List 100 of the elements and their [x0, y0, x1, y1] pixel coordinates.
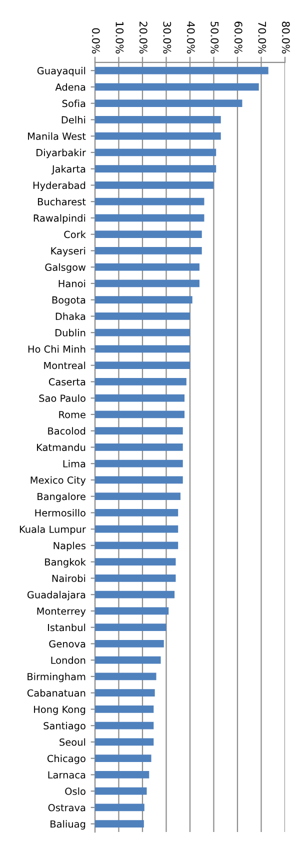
y-tick-label: Baliuag [50, 820, 86, 830]
x-tick-label: 0.0% [92, 28, 100, 54]
bar [94, 542, 178, 550]
bar [94, 100, 242, 108]
x-tick-label: 80.0% [282, 22, 290, 54]
y-tick-label: Bogota [52, 296, 86, 306]
bar [94, 689, 155, 697]
bar [94, 492, 180, 500]
x-tick-label: 30.0% [163, 22, 172, 54]
bar [94, 328, 190, 336]
y-tick-label: Cabanatuan [27, 689, 86, 697]
bar [94, 787, 147, 795]
bar [94, 738, 154, 746]
y-tick-label: Dublin [56, 328, 86, 336]
bar [94, 820, 144, 828]
x-tick-label: 50.0% [210, 22, 219, 54]
bar [94, 771, 150, 778]
bar [94, 280, 200, 288]
y-tick-label: Seoul [60, 738, 86, 746]
bar [94, 214, 204, 222]
y-tick-label: Monterrey [37, 608, 86, 617]
bar [94, 378, 186, 386]
bar [94, 247, 202, 254]
bar [94, 165, 216, 173]
bar [94, 754, 152, 762]
y-tick-label: Hermosillo [35, 509, 86, 517]
bar [94, 525, 178, 533]
bar [94, 509, 178, 516]
bar [94, 607, 169, 615]
y-tick-label: Kuala Lumpur [20, 525, 86, 535]
x-tick-label: 60.0% [234, 22, 242, 54]
y-tick-label: Sofia [62, 100, 86, 108]
y-tick-label: Birmingham [28, 672, 86, 682]
y-tick-label: Jakarta [51, 165, 86, 174]
y-tick-label: Genova [49, 640, 86, 648]
y-tick-label: Lima [63, 460, 86, 468]
bar [94, 722, 154, 730]
bar [94, 312, 190, 320]
y-tick-label: Chicago [47, 754, 86, 764]
y-tick-label: Manila West [28, 132, 86, 140]
x-tick-label: 40.0% [186, 21, 195, 54]
bar [94, 444, 183, 451]
bar [94, 263, 200, 271]
y-tick-label: Ho Chi Minh [28, 345, 86, 353]
bar [94, 672, 156, 680]
bar [94, 296, 192, 304]
bar [94, 230, 202, 238]
y-tick-label: Bangkok [45, 558, 86, 568]
bar [94, 804, 144, 812]
y-tick-label: Guayaquil [37, 66, 86, 76]
y-tick-label: Sao Paulo [39, 394, 86, 402]
bar [94, 460, 183, 468]
x-tick-label: 20.0% [139, 22, 148, 54]
bar [94, 345, 190, 353]
y-tick-label: Caserta [48, 378, 86, 386]
y-tick-label: Hong Kong [34, 706, 86, 715]
bar [94, 558, 176, 566]
y-tick-label: Cork [64, 230, 86, 238]
y-tick-label: Mexico City [30, 476, 86, 486]
y-tick-label: Santiago [44, 722, 86, 732]
bar [94, 590, 175, 598]
bar [94, 66, 268, 74]
bar [94, 198, 204, 206]
y-tick-label: Rawalpindi [34, 214, 86, 224]
y-tick-label: Bucharest [38, 198, 86, 206]
y-tick-label: Larnaca [48, 771, 86, 779]
y-tick-label: Nairobi [52, 574, 86, 582]
y-tick-label: Adena [55, 83, 86, 91]
bar [94, 132, 221, 140]
bar [94, 182, 214, 189]
y-tick-label: Rome [59, 411, 86, 418]
bar [94, 624, 166, 632]
y-tick-label: Bacolod [48, 427, 86, 435]
y-tick-label: Galsgow [45, 263, 86, 273]
y-tick-label: Naples [54, 542, 86, 552]
y-tick-label: Delhi [62, 116, 86, 124]
bar [94, 83, 259, 91]
y-tick-label: Bangalore [38, 492, 86, 502]
bar [94, 394, 185, 402]
bar [94, 427, 183, 435]
y-tick-label: Ostrava [48, 804, 86, 812]
x-tick-label: 10.0% [116, 22, 124, 54]
bar [94, 362, 190, 370]
bar [94, 640, 164, 648]
x-tick-label: 70.0% [258, 22, 266, 54]
bar [94, 706, 154, 713]
bar [94, 574, 176, 582]
y-tick-label: Dhaka [56, 312, 86, 320]
bar [94, 116, 221, 124]
y-tick-label: London [51, 656, 86, 664]
y-tick-label: Diyarbakir [36, 148, 86, 158]
bar [94, 476, 183, 484]
y-tick-label: Hyderabad [33, 182, 86, 191]
y-tick-label: Istanbul [48, 624, 86, 632]
y-tick-label: Hanoi [58, 280, 86, 288]
y-tick-label: Montreal [44, 362, 86, 370]
bar [94, 148, 216, 156]
y-tick-label: Oslo [65, 787, 86, 795]
y-tick-label: Guadalajara [27, 590, 86, 600]
y-tick-label: Katmandu [37, 444, 86, 452]
